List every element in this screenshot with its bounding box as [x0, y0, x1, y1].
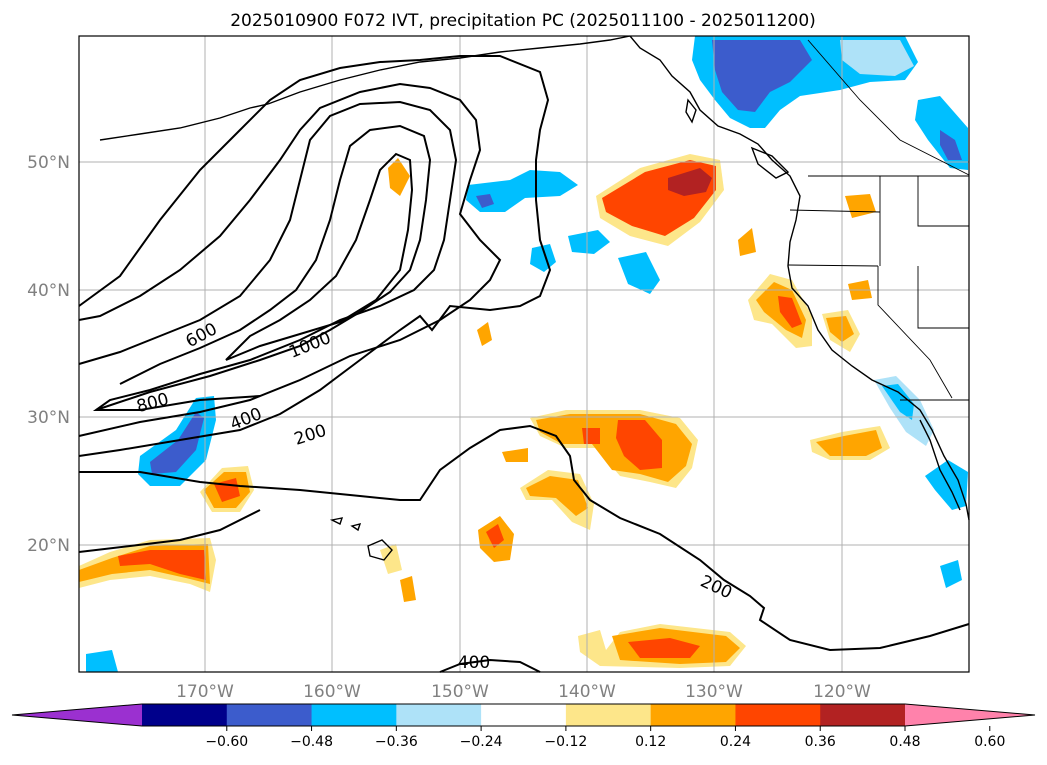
colorbar-bin [311, 704, 397, 726]
lat-label-20n: 20°N [27, 536, 70, 556]
lon-label-150w: 150°W [431, 682, 489, 702]
border-ca-nv [877, 266, 953, 399]
pos-region-main-subtrop-core2 [582, 428, 600, 444]
colorbar-bin [820, 704, 906, 726]
neg-region-mex [940, 560, 962, 588]
border-wa-or [789, 209, 881, 213]
neg-region-hi-south [86, 650, 118, 672]
pos-region-hawaii2 [400, 576, 416, 602]
pos-region-sub3-core [486, 524, 504, 548]
border-mt [917, 176, 969, 227]
pos-region-hi-west-core [118, 550, 206, 580]
ivt-contour-200-north [78, 55, 552, 457]
lon-label-160w: 160°W [303, 682, 361, 702]
pos-region-small-sub [502, 448, 528, 462]
pos-region-hawaii [380, 544, 402, 574]
ivt-contour-600 [78, 100, 458, 411]
contour-label-400-south: 400 [458, 653, 490, 673]
contour-labels: 600 1000 800 400 200 200 400 [134, 319, 735, 673]
lat-label-30n: 30°N [27, 408, 70, 428]
pos-region-offshore-small [738, 228, 756, 256]
coast-hawaii-small [329, 517, 362, 532]
neg-region-offshore3 [618, 252, 660, 294]
precip-shading [79, 36, 968, 672]
coast-hawaii-big [367, 539, 393, 561]
neg-region-socal-core [882, 384, 914, 420]
colorbar-bin [735, 704, 821, 726]
lon-label-170w: 170°W [176, 682, 234, 702]
coast-alaska [267, 35, 631, 105]
coast-haida-gwaii [685, 98, 697, 124]
lat-label-40n: 40°N [27, 281, 70, 301]
neg-region-subtropic-core [150, 412, 204, 474]
colorbar-extend-min [12, 704, 142, 726]
map-frame [78, 35, 970, 673]
colorbar-tick-label: −0.36 [375, 734, 418, 750]
colorbar-tick-label: −0.48 [290, 734, 333, 750]
ivt-contour-200b [78, 509, 261, 553]
pos-region-sub2-mid [526, 476, 588, 516]
neg-region-rockies-core [940, 130, 962, 160]
pos-region-norcal-core [778, 296, 802, 328]
pos-region-sw-core [628, 638, 700, 658]
neg-region-offshore2 [530, 244, 556, 272]
colorbar-extend-max [905, 704, 1035, 726]
neg-region-baja [925, 460, 968, 510]
colorbar-bin [650, 704, 736, 726]
coastlines [99, 35, 970, 561]
ivt-contour-200 [79, 424, 970, 652]
coast-baja [919, 419, 961, 511]
map-plot-area: 600 1000 800 400 200 200 400 [78, 35, 970, 673]
lat-axis: 50°N 40°N 30°N 20°N [27, 153, 70, 556]
ivt-contour-400-south [439, 658, 541, 673]
colorbar: −0.60 −0.48 −0.36 −0.24 −0.12 0.12 0.24 0.36 0.4… [11, 703, 1036, 750]
neg-region-offshore1 [568, 230, 610, 254]
colorbar-tick-label: −0.12 [544, 734, 587, 750]
pos-region-ne-pac [388, 158, 410, 196]
pos-region-cencal-core [826, 316, 854, 342]
pos-region-mid-pac [477, 322, 492, 346]
lon-axis: 170°W 160°W 150°W 140°W 130°W 120°W [176, 682, 871, 702]
lat-label-50n: 50°N [27, 153, 70, 173]
lon-label-140w: 140°W [558, 682, 616, 702]
colorbar-tick-label: 0.36 [805, 734, 836, 750]
colorbar-bin [481, 704, 567, 726]
coast-vancouver-island [750, 146, 790, 179]
colorbar-tick-label: 0.48 [889, 734, 920, 750]
colorbar-tick-label: −0.24 [460, 734, 503, 750]
coast-aleutians [99, 103, 269, 141]
graticule [79, 36, 969, 672]
map-title: 2025010900 F072 IVT, precipitation PC (2… [230, 11, 816, 31]
colorbar-tick-label: 0.60 [974, 734, 1005, 750]
colorbar-bin [226, 704, 313, 726]
borders [787, 39, 970, 401]
ivt-contours [78, 55, 970, 673]
colorbar-outline [11, 703, 1036, 727]
colorbar-bin [396, 704, 482, 726]
colorbar-tick-label: 0.12 [635, 734, 666, 750]
ivt-contour-400 [78, 82, 502, 437]
neg-region-bc-east [840, 40, 914, 76]
pos-region-main-subtrop-core [616, 420, 662, 470]
neg-region-gulf-core [476, 194, 494, 208]
colorbar-bin [565, 704, 652, 726]
colorbar-tick-label: 0.24 [720, 734, 751, 750]
ivt-contour-800 [95, 124, 432, 411]
coast-north-america [629, 35, 970, 521]
ivt-contour-1000 [225, 152, 414, 361]
pos-region-mex-coast-mid [816, 430, 882, 456]
neg-region-gulf [466, 170, 578, 212]
lon-label-120w: 120°W [813, 682, 871, 702]
pos-region-offshore-nw-core [668, 168, 712, 196]
colorbar-bin [142, 704, 228, 726]
border-nv-ut [917, 266, 969, 329]
border-or-ca [787, 264, 879, 267]
neg-region-bc-core [712, 40, 812, 112]
border-bc-ab [807, 39, 970, 176]
colorbar-tick-label: −0.60 [205, 734, 248, 750]
lon-label-130w: 130°W [685, 682, 743, 702]
